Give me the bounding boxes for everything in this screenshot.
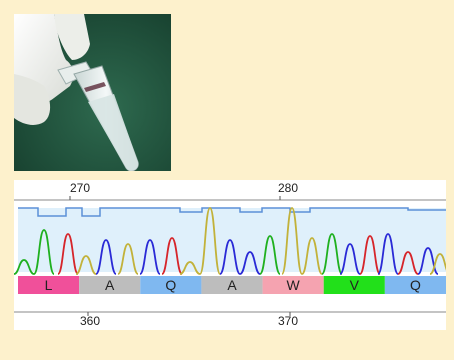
trace-peak-green — [321, 233, 343, 275]
trace-peak-gold — [179, 261, 201, 275]
amino-acid-block — [201, 276, 263, 294]
trace-peak-red — [161, 237, 183, 275]
top-tick-label-270: 270 — [70, 181, 90, 195]
trace-peak-red — [397, 251, 419, 275]
glove-finger — [54, 14, 90, 60]
amino-acid-label: W — [287, 277, 301, 293]
trace-peak-red — [359, 235, 381, 275]
trace-peak-blue — [377, 233, 399, 275]
amino-acid-block — [323, 276, 385, 294]
trace-peak-green — [259, 235, 281, 275]
amino-acid-block — [140, 276, 202, 294]
trace-peak-blue — [139, 239, 161, 275]
trace-peak-gold — [199, 207, 221, 275]
tube-photo — [14, 14, 171, 171]
amino-acid-label: A — [227, 277, 237, 293]
bottom-tick-label-360: 360 — [80, 314, 100, 328]
trace-peak-green — [14, 259, 35, 275]
trace-peak-blue — [219, 239, 241, 275]
amino-acid-block — [79, 276, 141, 294]
trace-peak-green — [33, 229, 55, 275]
amino-acid-label: Q — [410, 277, 421, 293]
trace-peak-gold — [301, 237, 323, 275]
amino-acid-label: V — [350, 277, 360, 293]
chromatogram-svg: 270 280 L A Q A W V Q 360 370 — [14, 181, 446, 328]
amino-acid-label: L — [45, 277, 53, 293]
tube-liquid — [88, 94, 139, 171]
trace-peak-gold — [117, 243, 139, 275]
quality-baseline — [18, 207, 446, 217]
trace-peak-gold — [429, 253, 446, 275]
tube-photo-svg — [14, 14, 171, 171]
bottom-tick-label-370: 370 — [278, 314, 298, 328]
top-tick-label-280: 280 — [278, 181, 298, 195]
trace-peak-gold — [75, 255, 97, 275]
amino-acid-block — [384, 276, 446, 294]
tube-marking — [84, 82, 106, 92]
amino-acid-block — [262, 276, 324, 294]
trace-peak-gold — [281, 207, 303, 275]
amino-acid-label: Q — [165, 277, 176, 293]
trace-peak-blue — [95, 239, 117, 275]
trace-peaks — [14, 207, 446, 275]
trace-peak-blue — [339, 243, 361, 275]
glove-lower-finger — [14, 74, 51, 125]
sequencing-chromatogram: 270 280 L A Q A W V Q 360 370 — [14, 180, 446, 330]
amino-acid-label: A — [105, 277, 115, 293]
amino-acid-block — [18, 276, 80, 294]
trace-peak-red — [57, 233, 79, 275]
trace-peak-blue — [239, 251, 261, 275]
